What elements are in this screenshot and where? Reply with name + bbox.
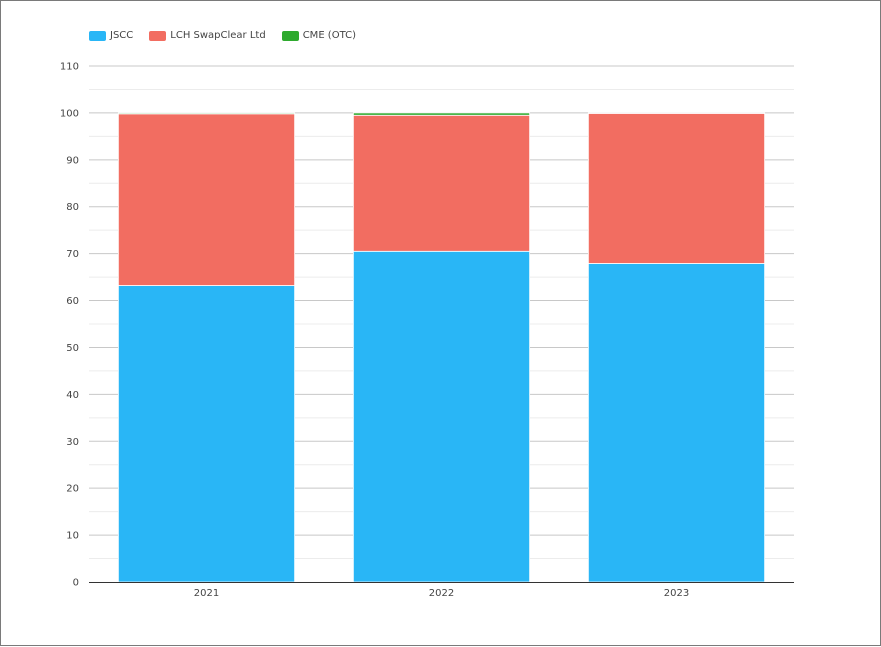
bar-segment (353, 113, 529, 115)
y-tick-label: 20 (66, 484, 79, 495)
bar-segment (118, 286, 294, 582)
bar-segment (588, 263, 764, 582)
y-tick-label: 80 (66, 202, 79, 213)
bar-segment (118, 113, 294, 114)
y-tick-label: 0 (73, 578, 79, 589)
y-tick-label: 90 (66, 155, 79, 166)
bar-segment (118, 114, 294, 286)
y-tick-label: 70 (66, 249, 79, 260)
x-tick-label: 2022 (429, 588, 454, 599)
y-tick-label: 60 (66, 296, 79, 307)
bar-segment (353, 251, 529, 582)
y-tick-label: 30 (66, 437, 79, 448)
bar-segment (588, 113, 764, 263)
bar-segment (353, 115, 529, 251)
y-tick-label: 110 (60, 62, 79, 73)
x-tick-label: 2023 (664, 588, 689, 599)
x-tick-label: 2021 (194, 588, 219, 599)
y-tick-label: 40 (66, 390, 79, 401)
y-tick-label: 10 (66, 531, 79, 542)
y-tick-label: 50 (66, 343, 79, 354)
y-tick-label: 100 (60, 108, 79, 119)
